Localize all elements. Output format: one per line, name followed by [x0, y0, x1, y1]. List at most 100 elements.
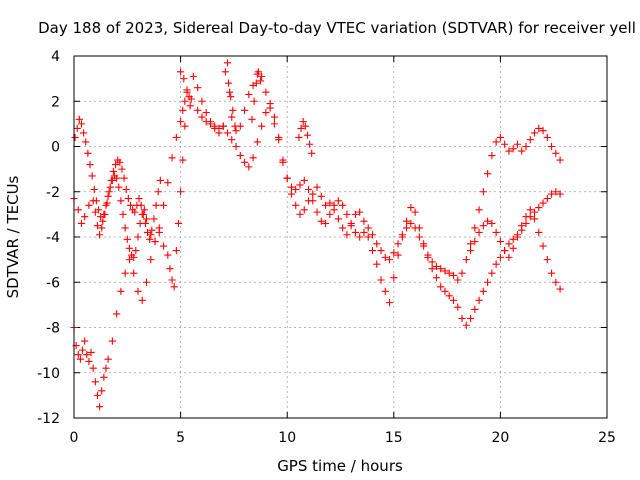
data-point [330, 206, 338, 214]
data-point [321, 219, 330, 228]
data-point [85, 201, 93, 209]
data-point [313, 183, 321, 191]
data-point [454, 303, 462, 311]
data-point [339, 201, 347, 209]
data-point [552, 188, 560, 196]
chart-title: Day 188 of 2023, Sidereal Day-to-day VTE… [38, 19, 636, 37]
data-point [445, 269, 453, 277]
data-point [262, 108, 270, 117]
data-point [539, 199, 547, 207]
data-point [219, 122, 227, 130]
data-point [543, 256, 551, 264]
data-point [351, 210, 360, 218]
data-point [424, 253, 432, 261]
data-point [104, 355, 112, 363]
data-point [300, 206, 308, 214]
data-point [488, 151, 496, 160]
data-point [364, 233, 372, 241]
data-point [543, 194, 551, 203]
data-point [475, 206, 483, 214]
data-point [313, 208, 321, 216]
data-point [121, 224, 129, 232]
data-point [73, 124, 81, 132]
data-point [168, 154, 176, 162]
data-point [113, 174, 121, 182]
data-point [164, 251, 172, 259]
data-point [526, 206, 534, 214]
data-point [364, 224, 372, 232]
data-point [240, 106, 249, 114]
data-point [221, 68, 229, 76]
data-point [228, 136, 236, 144]
data-point [415, 224, 423, 232]
data-point [356, 208, 364, 216]
data-point [179, 156, 187, 164]
data-point [106, 183, 114, 191]
data-point [445, 292, 453, 300]
data-point [181, 122, 189, 130]
data-point [547, 142, 556, 151]
data-point [130, 269, 138, 277]
data-point [150, 215, 158, 223]
data-point [441, 267, 449, 275]
data-point [166, 265, 174, 273]
data-point [88, 172, 96, 180]
data-point [279, 158, 287, 166]
data-point [530, 129, 539, 137]
data-point [334, 197, 342, 205]
data-point [194, 106, 202, 114]
data-point [402, 224, 411, 232]
data-point [471, 305, 479, 313]
data-point [97, 213, 105, 221]
data-point [156, 176, 164, 185]
data-point [360, 217, 368, 225]
data-point [475, 296, 483, 304]
data-point [454, 276, 462, 284]
data-point [87, 348, 95, 356]
y-tick-label: 2 [51, 94, 60, 110]
data-point [437, 283, 445, 291]
data-point [415, 233, 423, 241]
data-point [154, 188, 162, 196]
data-point [117, 287, 125, 295]
data-point [299, 118, 307, 126]
data-point [479, 287, 487, 295]
data-point [522, 142, 530, 151]
data-point [249, 154, 257, 162]
data-point [466, 240, 475, 248]
data-point [254, 68, 263, 76]
data-point [488, 269, 496, 277]
x-tick-label: 10 [278, 430, 296, 446]
data-point [94, 206, 103, 214]
data-point [93, 222, 102, 230]
data-point [556, 190, 564, 198]
data-point [125, 244, 134, 252]
data-point [296, 210, 304, 218]
data-point [556, 156, 564, 164]
data-point [142, 278, 151, 286]
data-point [441, 287, 449, 295]
data-point [492, 138, 500, 146]
data-point [484, 278, 492, 286]
data-point [522, 213, 530, 221]
y-tick-label: -4 [46, 230, 60, 246]
data-point [134, 287, 142, 295]
data-point [90, 185, 98, 194]
data-point [501, 246, 509, 255]
data-point [301, 122, 309, 130]
data-point [206, 118, 215, 126]
data-point [539, 242, 547, 250]
data-point [530, 208, 539, 216]
data-point [77, 219, 86, 228]
data-point [377, 246, 385, 255]
data-point [119, 210, 127, 218]
data-point [74, 351, 82, 359]
data-point [189, 72, 197, 80]
data-point [77, 120, 86, 128]
data-point [95, 231, 104, 239]
data-point [539, 127, 547, 135]
data-point [142, 215, 151, 223]
data-point [131, 208, 139, 216]
data-point [509, 235, 517, 243]
data-point [343, 231, 351, 239]
